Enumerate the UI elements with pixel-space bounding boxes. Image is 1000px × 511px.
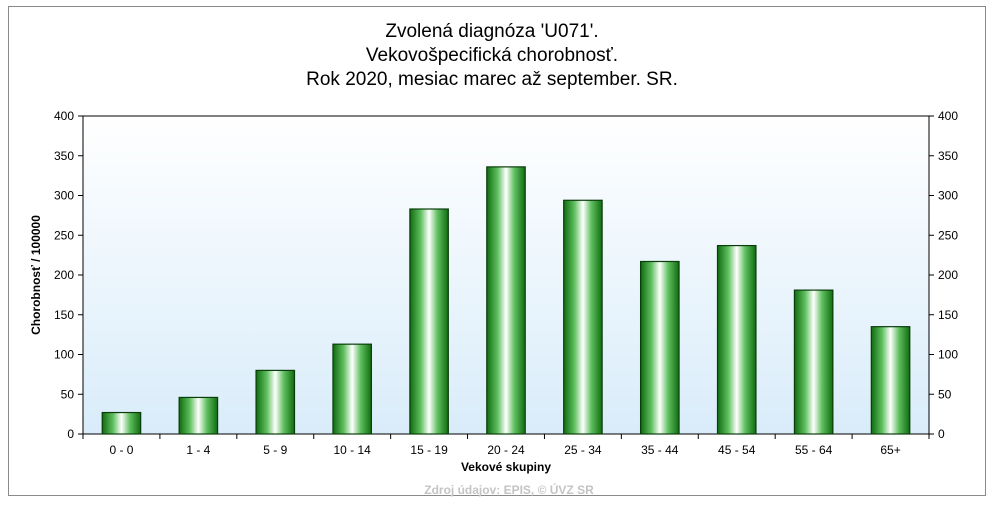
x-tick-label: 55 - 64 xyxy=(795,443,833,457)
bar xyxy=(870,326,911,435)
right-tick-label: 100 xyxy=(938,348,958,362)
right-tick-label: 400 xyxy=(938,109,958,123)
title-line-1: Zvolená diagnóza 'U071'. xyxy=(385,21,598,42)
x-tick-label: 35 - 44 xyxy=(641,443,679,457)
right-tick-label: 0 xyxy=(938,427,945,441)
left-tick-label: 350 xyxy=(54,149,74,163)
x-axis-title: Vekové skupiny xyxy=(461,460,551,474)
x-tick-label: 65+ xyxy=(880,443,900,457)
chart-title: Zvolená diagnóza 'U071'. Vekovošpecifick… xyxy=(306,21,678,90)
bar xyxy=(563,199,603,435)
x-tick-label: 15 - 19 xyxy=(410,443,448,457)
left-tick-label: 0 xyxy=(67,427,74,441)
bar xyxy=(793,289,834,435)
bar xyxy=(716,244,757,435)
left-tick-label: 100 xyxy=(54,348,74,362)
right-tick-label: 150 xyxy=(938,308,958,322)
bar xyxy=(639,260,680,435)
x-tick-label: 0 - 0 xyxy=(109,443,133,457)
bar xyxy=(178,396,219,435)
bar xyxy=(332,343,373,435)
x-tick-label: 25 - 34 xyxy=(564,443,602,457)
source-note: Zdroj údajov: EPIS, © ÚVZ SR xyxy=(424,482,594,497)
x-tick-label: 5 - 9 xyxy=(263,443,287,457)
title-line-3: Rok 2020, mesiac marec až september. SR. xyxy=(306,69,678,90)
x-tick-label: 1 - 4 xyxy=(186,443,210,457)
right-y-axis: 0 50 100 150 200 250 300 350 400 xyxy=(929,109,958,441)
x-tick-label: 45 - 54 xyxy=(718,443,756,457)
right-tick-label: 50 xyxy=(938,387,952,401)
right-tick-label: 350 xyxy=(938,149,958,163)
left-tick-label: 200 xyxy=(54,268,74,282)
left-y-axis: 0 50 100 150 200 250 300 350 400 xyxy=(54,109,83,441)
left-tick-label: 50 xyxy=(61,387,75,401)
bar xyxy=(101,411,142,435)
bar xyxy=(255,369,296,435)
right-tick-label: 300 xyxy=(938,189,958,203)
bar-series xyxy=(101,166,911,435)
bar xyxy=(409,208,449,435)
x-tick-label: 20 - 24 xyxy=(487,443,525,457)
right-tick-label: 200 xyxy=(938,268,958,282)
title-line-2: Vekovošpecifická chorobnosť. xyxy=(366,45,618,66)
left-tick-label: 400 xyxy=(54,109,74,123)
right-tick-label: 250 xyxy=(938,228,958,242)
left-tick-label: 150 xyxy=(54,308,74,322)
x-axis: 0 - 0 1 - 4 5 - 9 10 - 14 15 - 19 20 - 24 25 -… xyxy=(82,434,930,457)
left-tick-label: 250 xyxy=(54,228,74,242)
y-axis-title: Chorobnosť / 100000 xyxy=(29,215,43,335)
left-tick-label: 300 xyxy=(54,189,74,203)
bar xyxy=(486,166,526,435)
x-tick-label: 10 - 14 xyxy=(334,443,372,457)
